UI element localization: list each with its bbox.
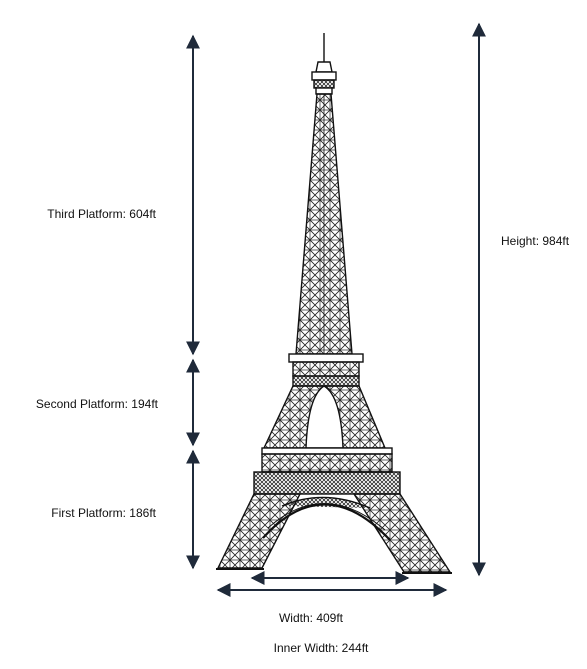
eiffel-tower-drawing — [216, 33, 452, 574]
third-platform-label: Third Platform: 604ft — [47, 207, 156, 221]
second-platform-label: Second Platform: 194ft — [35, 397, 158, 411]
dimension-arrows — [186, 22, 486, 597]
width-label: Width: 409ft — [278, 611, 344, 625]
first-platform-label: First Platform: 186ft — [51, 506, 156, 520]
height-label: Height: 984ft — [501, 234, 570, 248]
inner-width-label: Inner Width: 244ft — [273, 641, 369, 655]
